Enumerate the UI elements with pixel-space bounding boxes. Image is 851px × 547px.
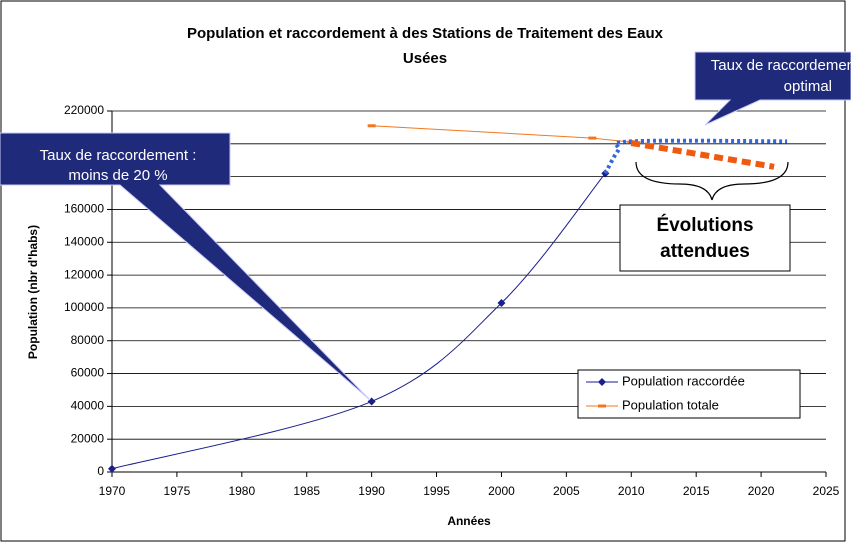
y-tick-label: 20000: [71, 431, 105, 445]
x-tick-label: 1990: [358, 484, 385, 498]
x-tick-label: 1980: [228, 484, 255, 498]
callout-text: attendues: [660, 241, 750, 262]
legend: Population raccordée Population totale: [577, 369, 801, 419]
marker: [497, 298, 506, 307]
marker: [598, 404, 606, 408]
x-tick-label: 2010: [618, 484, 645, 498]
x-tick-label: 1985: [293, 484, 320, 498]
callout-text: optimal: [784, 78, 832, 95]
x-tick-label: 1995: [423, 484, 450, 498]
x-axis-label: Années: [447, 514, 491, 528]
callout-optimal: [694, 51, 851, 126]
y-axis-label: Population (nbr d'habs): [26, 225, 40, 359]
legend-box: [577, 369, 801, 419]
y-tick-label: 140000: [64, 234, 104, 248]
callout-text: Taux de raccordement: [711, 57, 851, 74]
x-tick-label: 2005: [553, 484, 580, 498]
callout-text: Taux de raccordement :: [40, 147, 197, 164]
y-tick-label: 160000: [64, 202, 104, 216]
brace: [635, 161, 789, 201]
y-tick-label: 80000: [71, 333, 105, 347]
y-tick-label: 220000: [64, 103, 104, 117]
legend-label: Population raccordée: [622, 373, 745, 388]
y-tick-label: 100000: [64, 300, 104, 314]
y-tick-label: 60000: [71, 366, 105, 380]
marker: [367, 124, 376, 128]
marker: [588, 136, 597, 140]
x-tick-label: 2025: [813, 484, 840, 498]
marker: [108, 464, 116, 473]
callout-text: Évolutions: [656, 214, 753, 236]
marker: [598, 378, 606, 386]
x-tick-label: 1975: [164, 484, 191, 498]
chart-title: Usées: [403, 50, 447, 67]
legend-label: Population totale: [622, 397, 719, 412]
callout-text: moins de 20 %: [68, 167, 167, 184]
y-tick-label: 120000: [64, 267, 104, 281]
chart-title: Population et raccordement à des Station…: [187, 25, 664, 42]
x-tick-label: 2020: [748, 484, 775, 498]
callout-low: [0, 132, 371, 401]
y-tick-label: 40000: [71, 399, 105, 413]
y-tick-label: 0: [97, 464, 104, 478]
series-line: [630, 140, 775, 170]
annotations: Taux de raccordement : moins de 20 % Tau…: [0, 51, 851, 401]
x-tick-label: 2015: [683, 484, 710, 498]
x-tick-label: 2000: [488, 484, 515, 498]
x-tick-label: 1970: [99, 484, 126, 498]
callout-expected: [619, 204, 791, 272]
series-line: [111, 173, 606, 470]
